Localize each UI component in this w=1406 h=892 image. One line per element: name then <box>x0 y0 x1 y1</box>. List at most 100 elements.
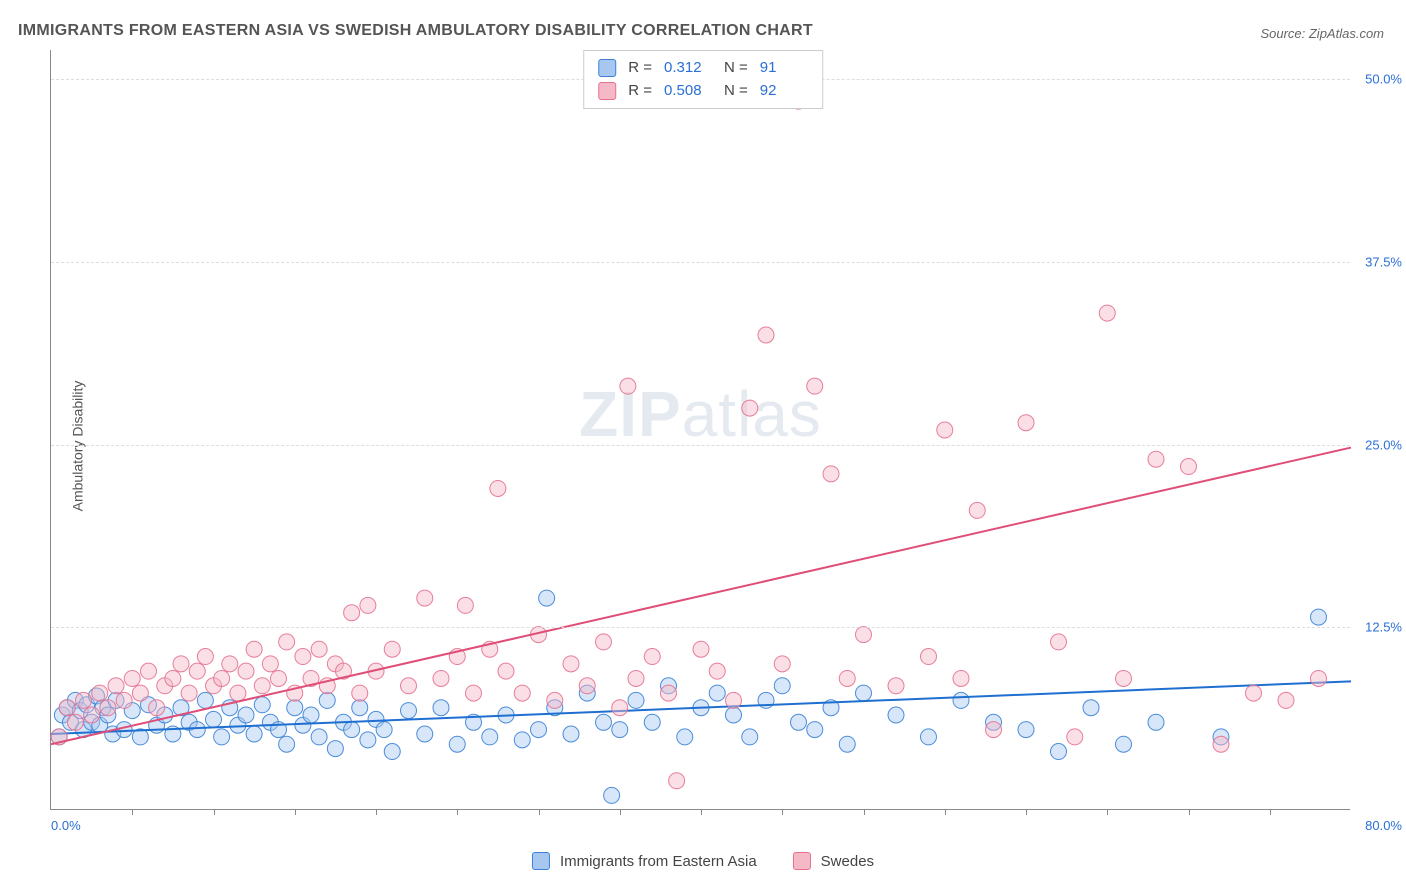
data-point <box>165 670 181 686</box>
chart-title: IMMIGRANTS FROM EASTERN ASIA VS SWEDISH … <box>18 22 813 40</box>
data-point <box>84 707 100 723</box>
r-label: R = <box>628 80 652 103</box>
data-point <box>937 422 953 438</box>
data-point <box>726 707 742 723</box>
n-value: 92 <box>760 80 808 103</box>
r-label: R = <box>628 57 652 80</box>
stats-row: R =0.312N =91 <box>598 57 808 80</box>
legend-item: Swedes <box>793 852 874 870</box>
n-value: 91 <box>760 57 808 80</box>
data-point <box>238 663 254 679</box>
data-point <box>921 649 937 665</box>
data-point <box>1116 736 1132 752</box>
y-tick-label: 50.0% <box>1365 72 1402 87</box>
data-point <box>214 729 230 745</box>
data-point <box>1278 692 1294 708</box>
data-point <box>661 685 677 701</box>
data-point <box>839 736 855 752</box>
data-point <box>352 700 368 716</box>
data-point <box>596 634 612 650</box>
data-point <box>295 649 311 665</box>
data-point <box>563 726 579 742</box>
data-point <box>1018 722 1034 738</box>
data-point <box>644 649 660 665</box>
data-point <box>921 729 937 745</box>
legend-swatch <box>793 852 811 870</box>
data-point <box>449 736 465 752</box>
stats-row: R = 0.508 N = 92 <box>598 80 808 103</box>
data-point <box>644 714 660 730</box>
series-swatch <box>598 82 616 100</box>
x-tick <box>864 809 865 815</box>
data-point <box>742 729 758 745</box>
data-point <box>669 773 685 789</box>
data-point <box>417 726 433 742</box>
legend-label: Swedes <box>821 853 874 870</box>
x-tick <box>701 809 702 815</box>
plot-area: ZIPatlas 0.0% 80.0% 12.5%25.0%37.5%50.0% <box>50 50 1350 810</box>
data-point <box>807 722 823 738</box>
n-label: N = <box>724 80 748 103</box>
legend-label: Immigrants from Eastern Asia <box>560 853 757 870</box>
data-point <box>197 692 213 708</box>
data-point <box>579 678 595 694</box>
data-point <box>222 656 238 672</box>
data-point <box>791 714 807 730</box>
data-point <box>401 703 417 719</box>
data-point <box>279 736 295 752</box>
data-point <box>254 678 270 694</box>
data-point <box>344 605 360 621</box>
data-point <box>628 692 644 708</box>
data-point <box>628 670 644 686</box>
data-point <box>360 597 376 613</box>
data-point <box>823 466 839 482</box>
x-tick <box>214 809 215 815</box>
data-point <box>376 722 392 738</box>
data-point <box>401 678 417 694</box>
data-point <box>189 722 205 738</box>
data-point <box>100 700 116 716</box>
gridline <box>51 445 1350 446</box>
bottom-legend: Immigrants from Eastern Asia Swedes <box>532 852 874 870</box>
x-tick <box>1107 809 1108 815</box>
x-tick <box>539 809 540 815</box>
data-point <box>92 685 108 701</box>
x-axis-min-label: 0.0% <box>51 818 81 833</box>
data-point <box>108 678 124 694</box>
legend-swatch <box>532 852 550 870</box>
chart-svg <box>51 50 1350 809</box>
data-point <box>563 656 579 672</box>
data-point <box>742 400 758 416</box>
data-point <box>709 685 725 701</box>
x-tick <box>295 809 296 815</box>
data-point <box>482 729 498 745</box>
source-credit: Source: ZipAtlas.com <box>1260 26 1384 41</box>
x-tick <box>1270 809 1271 815</box>
data-point <box>539 590 555 606</box>
data-point <box>466 685 482 701</box>
data-point <box>1067 729 1083 745</box>
data-point <box>287 700 303 716</box>
data-point <box>986 722 1002 738</box>
gridline <box>51 262 1350 263</box>
data-point <box>67 714 83 730</box>
data-point <box>433 700 449 716</box>
data-point <box>457 597 473 613</box>
data-point <box>59 700 75 716</box>
data-point <box>197 649 213 665</box>
y-tick-label: 37.5% <box>1365 254 1402 269</box>
data-point <box>969 502 985 518</box>
data-point <box>1148 714 1164 730</box>
r-value: 0.508 <box>664 80 712 103</box>
data-point <box>839 670 855 686</box>
data-point <box>1099 305 1115 321</box>
data-point <box>758 327 774 343</box>
data-point <box>1018 415 1034 431</box>
data-point <box>1311 609 1327 625</box>
data-point <box>352 685 368 701</box>
x-tick <box>945 809 946 815</box>
data-point <box>271 670 287 686</box>
data-point <box>709 663 725 679</box>
data-point <box>596 714 612 730</box>
x-tick <box>1026 809 1027 815</box>
